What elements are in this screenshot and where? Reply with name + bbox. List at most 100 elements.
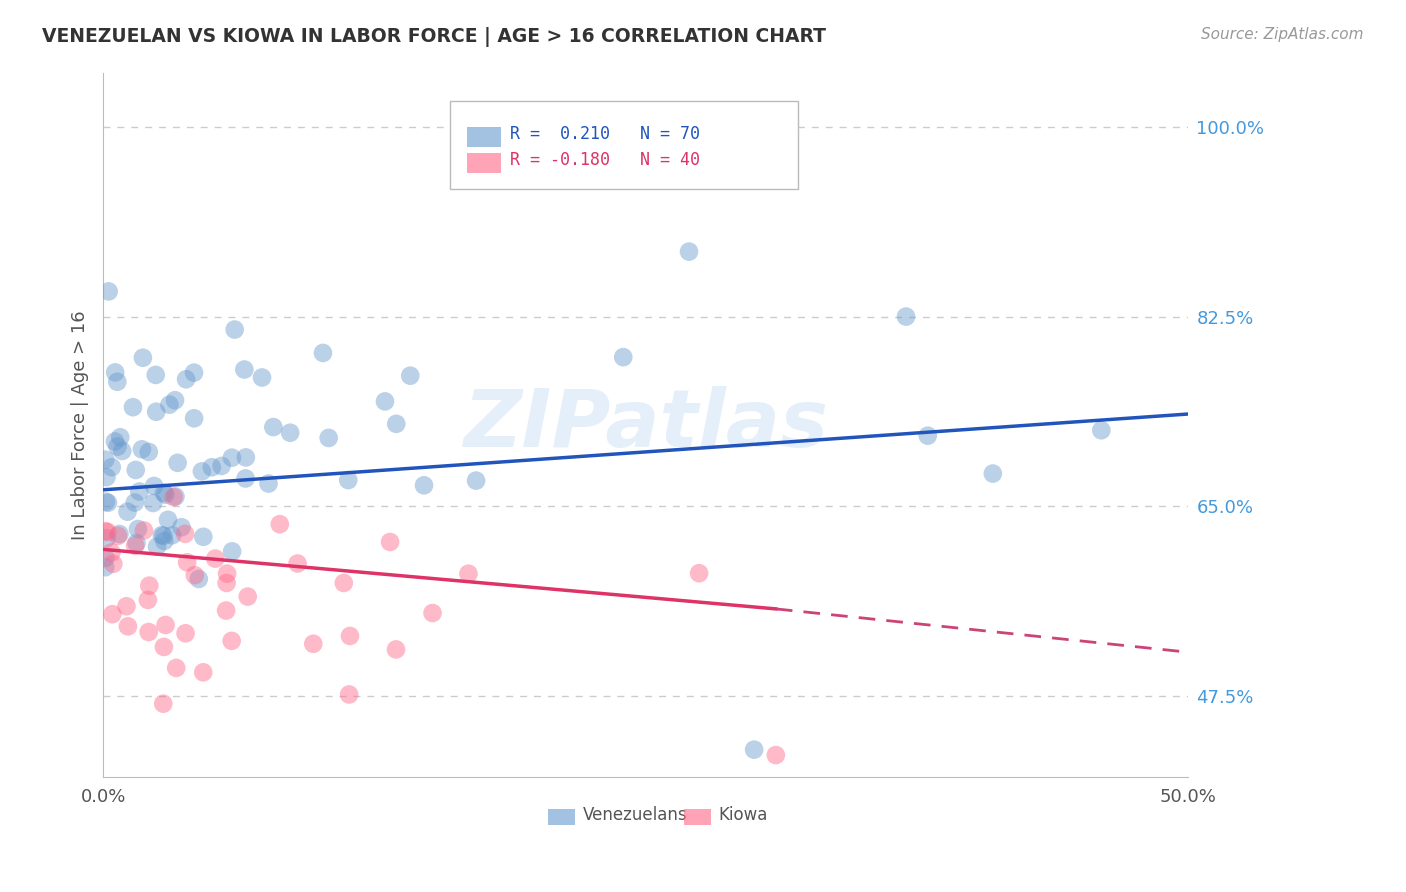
Point bbox=[165, 490, 187, 504]
Point bbox=[612, 350, 634, 364]
Point bbox=[337, 688, 360, 702]
Point bbox=[101, 607, 124, 622]
Point bbox=[160, 528, 183, 542]
Point bbox=[287, 557, 309, 571]
Point bbox=[110, 430, 132, 444]
Text: Source: ZipAtlas.com: Source: ZipAtlas.com bbox=[1201, 27, 1364, 42]
Point bbox=[917, 428, 939, 442]
Point bbox=[204, 551, 226, 566]
Point bbox=[187, 572, 209, 586]
Point bbox=[337, 473, 360, 487]
Point bbox=[162, 490, 184, 504]
Point bbox=[136, 593, 159, 607]
Point bbox=[145, 405, 167, 419]
Point bbox=[138, 625, 160, 640]
Point bbox=[150, 528, 173, 542]
Point bbox=[221, 450, 243, 465]
Point bbox=[465, 474, 488, 488]
Point bbox=[221, 544, 243, 558]
Point bbox=[236, 590, 259, 604]
Point bbox=[399, 368, 422, 383]
Point bbox=[124, 495, 146, 509]
Point bbox=[742, 742, 765, 756]
Point bbox=[457, 566, 479, 581]
Point bbox=[105, 375, 128, 389]
Point bbox=[138, 445, 160, 459]
Point bbox=[217, 566, 239, 581]
Point bbox=[215, 603, 238, 617]
Point bbox=[176, 555, 198, 569]
Point bbox=[94, 452, 117, 467]
Point bbox=[193, 530, 215, 544]
Point bbox=[250, 370, 273, 384]
Point bbox=[155, 618, 177, 632]
Point bbox=[183, 366, 205, 380]
Point bbox=[155, 488, 177, 502]
Point bbox=[97, 496, 120, 510]
Point bbox=[165, 661, 187, 675]
Point bbox=[378, 535, 401, 549]
Point bbox=[224, 322, 246, 336]
Point bbox=[94, 524, 117, 538]
Point bbox=[143, 479, 166, 493]
Point bbox=[100, 460, 122, 475]
Point bbox=[138, 579, 160, 593]
Point bbox=[94, 560, 117, 574]
Point bbox=[688, 566, 710, 581]
Point bbox=[103, 557, 125, 571]
Point bbox=[215, 576, 238, 591]
Point bbox=[96, 524, 118, 539]
Point bbox=[211, 458, 233, 473]
Text: Kiowa: Kiowa bbox=[718, 806, 768, 824]
Point bbox=[235, 471, 257, 485]
Point bbox=[174, 626, 197, 640]
Point bbox=[96, 531, 118, 545]
Point bbox=[145, 368, 167, 382]
Bar bbox=[683, 809, 710, 824]
Point bbox=[257, 476, 280, 491]
Point bbox=[183, 411, 205, 425]
Bar bbox=[467, 128, 502, 147]
Point bbox=[201, 460, 224, 475]
Point bbox=[422, 606, 444, 620]
Point bbox=[153, 534, 176, 549]
Point bbox=[100, 545, 122, 559]
Point bbox=[278, 425, 301, 440]
Point bbox=[302, 637, 325, 651]
Point bbox=[107, 529, 129, 543]
Point bbox=[193, 665, 215, 680]
Point bbox=[152, 697, 174, 711]
Point bbox=[165, 393, 187, 408]
Y-axis label: In Labor Force | Age > 16: In Labor Force | Age > 16 bbox=[72, 310, 89, 540]
Point bbox=[894, 310, 917, 324]
Point bbox=[131, 442, 153, 457]
Point bbox=[765, 747, 787, 762]
Point bbox=[96, 470, 118, 484]
Point bbox=[108, 527, 131, 541]
Point bbox=[132, 524, 155, 538]
Point bbox=[115, 599, 138, 614]
Point bbox=[104, 434, 127, 449]
Point bbox=[128, 484, 150, 499]
Text: R = -0.180   N = 40: R = -0.180 N = 40 bbox=[510, 152, 700, 169]
Point bbox=[174, 372, 197, 386]
Point bbox=[125, 536, 148, 550]
Point bbox=[97, 285, 120, 299]
Point bbox=[107, 440, 129, 454]
Point bbox=[156, 513, 179, 527]
Point bbox=[374, 394, 396, 409]
Point bbox=[104, 366, 127, 380]
Text: Venezuelans: Venezuelans bbox=[582, 806, 688, 824]
Bar bbox=[467, 153, 502, 173]
Point bbox=[235, 450, 257, 465]
Point bbox=[124, 539, 146, 553]
Point bbox=[312, 346, 335, 360]
Point bbox=[157, 398, 180, 412]
Point bbox=[262, 420, 284, 434]
Point bbox=[153, 640, 176, 654]
Point bbox=[94, 495, 117, 509]
Point bbox=[413, 478, 436, 492]
Point bbox=[170, 520, 193, 534]
Point bbox=[153, 485, 176, 500]
Point bbox=[132, 351, 155, 365]
